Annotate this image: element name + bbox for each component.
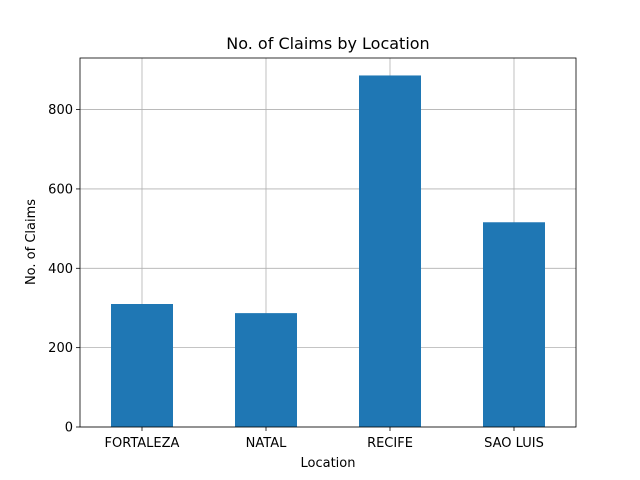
bars bbox=[111, 75, 545, 427]
bar-sao-luis bbox=[483, 222, 545, 427]
y-axis-label: No. of Claims bbox=[24, 199, 39, 285]
y-tick-label: 800 bbox=[48, 103, 73, 118]
plot-frame bbox=[79, 57, 577, 428]
y-tick-label: 0 bbox=[65, 421, 73, 436]
y-tick-label: 200 bbox=[48, 341, 73, 356]
y-tick-label: 600 bbox=[48, 182, 73, 197]
y-tick-label: 400 bbox=[48, 262, 73, 277]
x-tick-label: RECIFE bbox=[367, 436, 413, 451]
x-tick-label: NATAL bbox=[246, 436, 287, 451]
x-tick-label: SAO LUIS bbox=[484, 436, 544, 451]
bar-recife bbox=[359, 75, 421, 427]
x-axis-label: Location bbox=[301, 456, 356, 471]
bar-fortaleza bbox=[111, 304, 173, 427]
bar-natal bbox=[235, 313, 297, 427]
axis-ticks: 0 200 400 600 800 FORTALEZA NATAL RECIFE SAO LUI… bbox=[48, 103, 544, 451]
x-tick-label: FORTALEZA bbox=[105, 436, 180, 451]
chart-title: No. of Claims by Location bbox=[226, 34, 429, 53]
